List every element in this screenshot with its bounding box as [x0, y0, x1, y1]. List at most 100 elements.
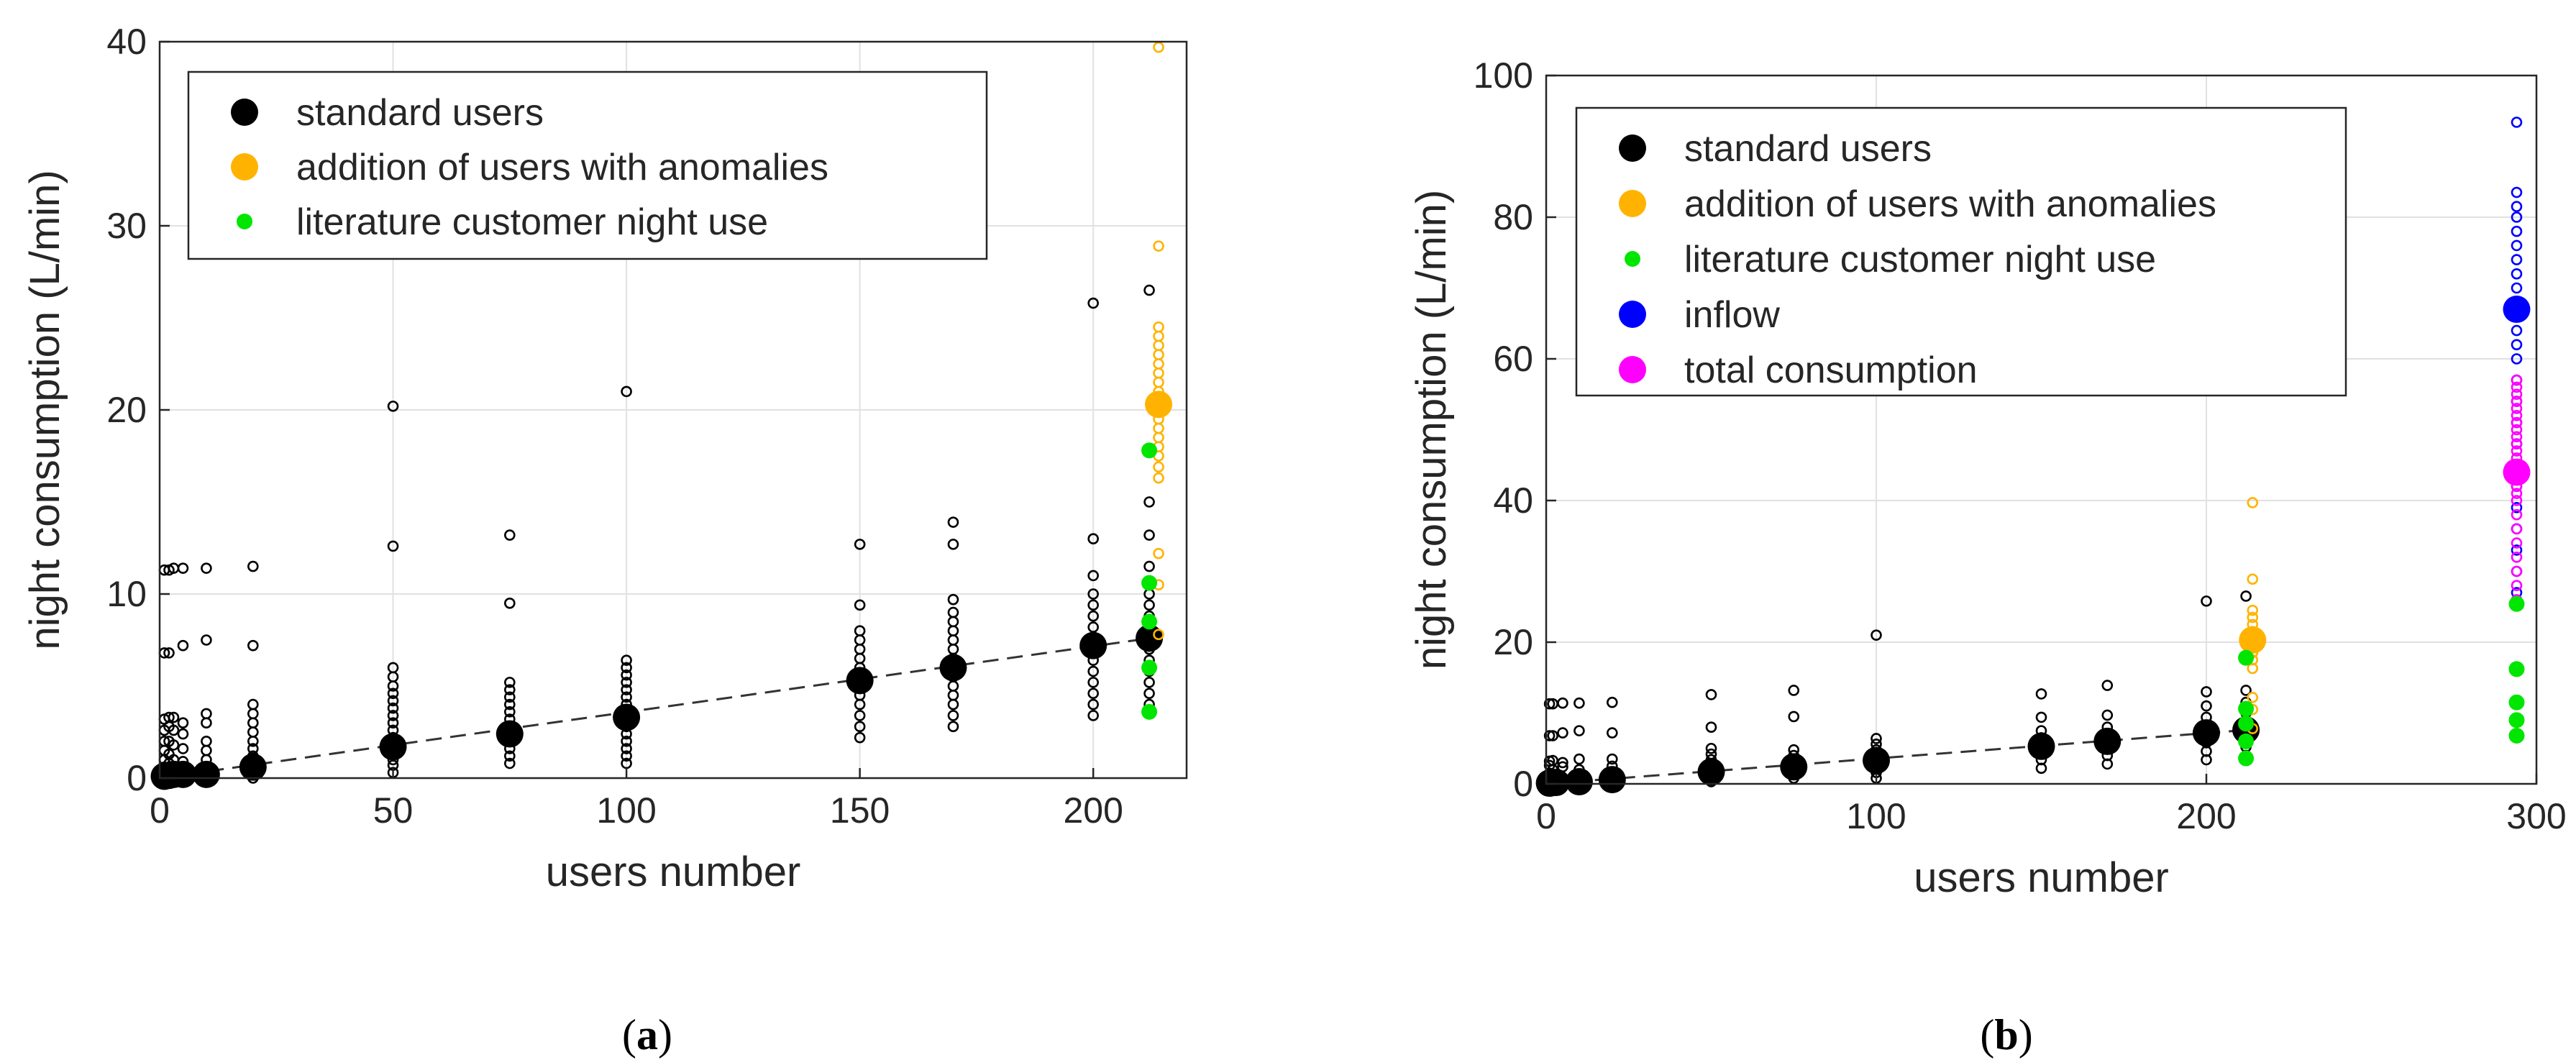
- panel-b-y-tick-label: 100: [1474, 55, 1533, 96]
- panel-a-legend-marker: [231, 153, 258, 181]
- panel-b-series-7-point: [2511, 396, 2523, 407]
- panel-a-series-1-point: [846, 667, 874, 695]
- panel-a-series-0-point: [1087, 610, 1099, 622]
- panel-a-series-0-point: [947, 634, 959, 646]
- panel-b-series-0-point: [1574, 697, 1585, 709]
- panel-a-series-0-point: [201, 708, 212, 720]
- panel-a-series-2-point: [1153, 330, 1164, 342]
- panel-a-y-tick-label: 40: [106, 22, 147, 62]
- panel-a-legend-marker: [231, 99, 258, 126]
- panel-b-series-7-point: [2511, 488, 2523, 499]
- panel-b-trend-line: [1545, 728, 2256, 785]
- panel-b-series-9: [2508, 595, 2525, 744]
- panel-b-legend-marker: [1619, 356, 1646, 383]
- panel-b-series-1-point: [1542, 769, 1570, 797]
- panel-b-series-7-point: [2511, 445, 2523, 457]
- panel-b-series-8: [2503, 458, 2531, 486]
- panel-a-series-2-point: [1153, 472, 1164, 484]
- panel-b-legend-label: addition of users with anomalies: [1684, 183, 2216, 225]
- panel-a-series-0-point: [168, 739, 180, 751]
- panel-a-series-0-point: [163, 711, 175, 723]
- panel-a-series-0-point: [947, 680, 959, 692]
- panel-a-series-0-point: [1143, 496, 1155, 508]
- panel-a-series-0-point: [1087, 621, 1099, 633]
- panel-a-series-0-point: [854, 731, 866, 744]
- panel-b-series-7-point: [2511, 523, 2523, 535]
- panel-a-series-2-point: [1153, 431, 1164, 444]
- panel-a-series-0-point: [504, 750, 516, 762]
- panel-a-series-4: [1141, 442, 1158, 720]
- panel-a-series-0-point: [1087, 588, 1099, 600]
- panel-a-series-0-point: [1087, 710, 1099, 721]
- panel-b-series-5-point: [2511, 268, 2523, 280]
- panel-a-series-0-point: [947, 643, 959, 655]
- panel-a-series-0-point: [947, 698, 959, 711]
- panel-b-series-1-point: [1780, 753, 1808, 781]
- panel-a-series-0-point: [621, 736, 632, 747]
- panel-b-legend-marker: [1619, 190, 1646, 217]
- panel-a-series-0-point: [621, 662, 632, 674]
- panel-b-series-2-point: [2247, 604, 2259, 616]
- panel-a-series-0-point: [201, 562, 212, 574]
- panel-b-series-1-point: [1697, 758, 1725, 786]
- panel-a-series-3: [1145, 390, 1173, 419]
- panel-a-series-0-point: [1087, 687, 1099, 700]
- panel-a-series-1-point: [379, 733, 407, 761]
- panel-b-series-9-point: [2508, 595, 2525, 612]
- panel-b-series-0-point: [1788, 685, 1800, 696]
- panel-b-series-0-point: [2201, 686, 2212, 698]
- panel-a-series-0-point: [947, 689, 959, 701]
- panel-b-series-0-point: [2201, 700, 2212, 712]
- panel-a-series-4-point: [1141, 703, 1158, 720]
- panel-b-series-0-point: [1574, 725, 1585, 736]
- panel-a-series-1-point: [169, 760, 197, 788]
- panel-a-series-0-point: [947, 516, 959, 528]
- panel-b-legend-marker: [1619, 134, 1646, 162]
- panel-b-caption: (b): [1980, 1011, 2033, 1059]
- panel-a-series-2-point: [1153, 240, 1164, 252]
- panel-b-series-0-point: [2201, 595, 2212, 607]
- panel-a-series-0-point: [947, 710, 959, 721]
- panel-b-series-0-point: [2035, 711, 2047, 723]
- panel-b-legend-marker: [1619, 301, 1646, 328]
- panel-b-series-1-point: [2193, 719, 2220, 747]
- panel-a-series-1-point: [613, 703, 641, 731]
- panel-a-series-0-point: [621, 385, 632, 398]
- panel-a-series-0-point: [387, 717, 399, 729]
- panel-b-series-1-point: [1863, 746, 1890, 775]
- panel-a-x-tick-label: 200: [1063, 790, 1123, 831]
- panel-b-series-0-point: [1557, 757, 1568, 769]
- panel-a-x-tick-label: 100: [596, 790, 656, 831]
- panel-a-series-0-point: [247, 708, 259, 720]
- panel-b-series-0-point: [1574, 753, 1585, 765]
- panel-a-series-2-point: [1153, 367, 1164, 379]
- panel-b-series-0-point: [1871, 733, 1882, 744]
- panel-b-series-9-point: [2508, 712, 2525, 728]
- panel-a-series-0-point: [1143, 529, 1155, 541]
- panel-b-legend: standard users addition of users with ano…: [1575, 106, 2347, 397]
- panel-b-series-7-point: [2511, 537, 2523, 549]
- panel-a-series-0-point: [201, 717, 212, 729]
- panel-a-series-0-point: [247, 698, 259, 711]
- panel-b-series-4-point: [2238, 733, 2255, 749]
- panel-b-y-tick-label: 40: [1493, 480, 1533, 521]
- panel-b-series-9-point: [2508, 694, 2525, 711]
- panel-b-series-5-point: [2511, 211, 2523, 223]
- panel-a-series-0-point: [168, 711, 180, 723]
- panel-a-series-2-point: [1153, 376, 1164, 388]
- panel-a-series-0-point: [621, 743, 632, 754]
- panel-a-series-2-point: [1153, 41, 1164, 53]
- panel-a-series-0-point: [854, 539, 866, 550]
- panel-a-series-0-point: [163, 647, 175, 659]
- panel-b-series-5-point: [2511, 254, 2523, 265]
- panel-b-series-5-point: [2511, 339, 2523, 351]
- panel-b-series-7-point: [2511, 381, 2523, 393]
- panel-b-series-7: [2511, 374, 2523, 606]
- panel-b-y-tick-label: 0: [1513, 764, 1533, 804]
- panel-b-series-2-point: [2247, 611, 2259, 623]
- panel-b-series-0-point: [1543, 730, 1556, 741]
- panel-b-series-1-point: [1565, 768, 1593, 796]
- panel-a-series-0-point: [387, 540, 399, 552]
- panel-a-trend-line: [159, 635, 1164, 780]
